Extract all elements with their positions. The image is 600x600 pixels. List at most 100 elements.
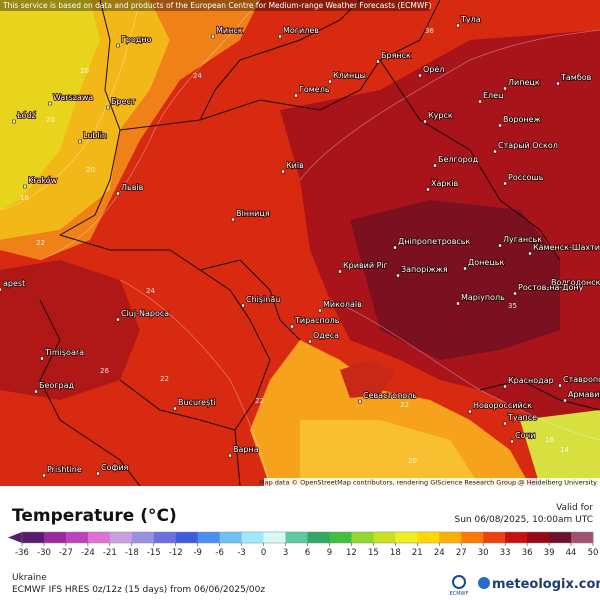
- colorbar-segment: [483, 532, 506, 543]
- colorbar-tick-label: -9: [193, 548, 201, 558]
- colorbar-segment: [65, 532, 89, 543]
- city-label: Елец: [483, 91, 504, 100]
- black-sea-cool: [300, 420, 480, 486]
- city-dot: [393, 245, 397, 250]
- city-label: Дніпропетровськ: [398, 237, 471, 246]
- map: 20 24 20 20 16 22 24 26 22 22 22 20 35 16 14 36 Минск Мо…: [0, 0, 600, 486]
- isotherms: [0, 0, 600, 486]
- city-label: București: [178, 398, 216, 408]
- city-dot: [478, 99, 482, 104]
- colorbar-segment: [43, 532, 67, 543]
- city-label: Београд: [39, 381, 74, 390]
- city-dot: [308, 339, 312, 344]
- colorbar-tick-label: 6: [305, 548, 310, 558]
- model-info: ECMWF IFS HRES 0z/12z (15 days) from 06/…: [12, 585, 265, 595]
- city-dot: [228, 453, 232, 458]
- colorbar-tick-label: 30: [478, 548, 489, 558]
- city-dot: [418, 73, 422, 78]
- city-dot: [513, 291, 517, 296]
- borders: [39, 0, 600, 486]
- city-dot: [241, 303, 245, 308]
- city-label: Харків: [431, 179, 459, 188]
- city-label: Кривий Ріг: [343, 261, 388, 270]
- city-dot: [338, 269, 342, 274]
- colorbar-tick-label: 39: [544, 548, 555, 558]
- map-value: 22: [255, 397, 264, 405]
- map-value: 16: [20, 194, 29, 202]
- city-label: Львів: [121, 183, 144, 192]
- map-value: 20: [46, 116, 55, 124]
- map-values: 20 24 20 20 16 22 24 26 22 22 22 20 35 16 14 36: [20, 27, 569, 465]
- city-dot: [106, 105, 110, 110]
- colorbar-tick-label: -24: [81, 548, 95, 558]
- city-dot: [40, 356, 44, 361]
- valid-time: Sun 06/08/2025, 10:00am UTC: [455, 515, 594, 525]
- colorbar-tick-label: 0: [261, 548, 266, 558]
- colorbar-segment: [22, 532, 45, 543]
- map-value: 24: [193, 72, 202, 80]
- city-label: Новороссийск: [473, 401, 532, 410]
- city-label: Каменск-Шахтинский: [533, 243, 600, 252]
- city-dot: [116, 317, 120, 322]
- city-dot: [78, 139, 82, 144]
- city-label: Туапсе: [507, 413, 537, 422]
- city-label: Kraków: [28, 175, 58, 185]
- orange-zone: [0, 0, 260, 260]
- colorbar-segment: [351, 532, 374, 543]
- colorbar-tick-label: 50: [588, 548, 599, 558]
- colorbar-segment: [131, 532, 155, 543]
- colorbar-segment: [373, 532, 396, 543]
- ecmwf-text: ECMWF: [450, 591, 469, 597]
- city-label: Prishtine: [47, 465, 82, 474]
- city-dot: [456, 23, 460, 28]
- city-dot: [318, 308, 322, 313]
- map-value: 16: [545, 436, 554, 444]
- city-dot: [468, 409, 472, 414]
- city-dot: [294, 93, 298, 98]
- region: Ukraine: [12, 573, 47, 583]
- colorbar-tick-label: -30: [37, 548, 51, 558]
- map-value: 26: [100, 367, 109, 375]
- colorbar-segment: [329, 532, 352, 543]
- city-label: Клинцы: [333, 71, 366, 80]
- colorbar-segment: [549, 532, 572, 543]
- city-dot: [456, 301, 460, 306]
- city-label: Донецьк: [468, 258, 504, 267]
- city-dot: [278, 34, 282, 39]
- very-hot-zone: [350, 200, 560, 360]
- city-dot: [116, 191, 120, 196]
- city-label: Вінниця: [236, 209, 270, 218]
- city-dot: [493, 149, 497, 154]
- colorbar-segment: [241, 532, 265, 543]
- city-dot: [503, 181, 507, 186]
- city-dot: [558, 383, 562, 388]
- city-label: Тула: [460, 15, 481, 24]
- city-dot: [358, 399, 362, 404]
- city-dot: [463, 266, 467, 271]
- colorbar-tick-label: -6: [215, 548, 223, 558]
- colorbar-tick-label: -21: [103, 548, 117, 558]
- city-label: Cluj-Napoca: [121, 309, 169, 318]
- city-dot: [503, 86, 507, 91]
- city-dot: [433, 163, 437, 168]
- city-dot: [556, 81, 560, 86]
- colorbar-segment: [395, 532, 418, 543]
- valid-label: Valid for: [556, 503, 593, 513]
- city-dot: [376, 59, 380, 64]
- colorbar-tick-label: -18: [125, 548, 139, 558]
- map-value: 20: [408, 457, 417, 465]
- city-label: Тамбов: [560, 73, 592, 82]
- colorbar-segment: [527, 532, 550, 543]
- city-label: Брянск: [381, 51, 411, 60]
- city-dot: [503, 384, 507, 389]
- city-dot: [48, 101, 52, 106]
- city-label: Гомель: [299, 85, 330, 94]
- city-dot: [510, 439, 514, 444]
- map-value: 36: [425, 27, 434, 35]
- colorbar-segment: [417, 532, 440, 543]
- colorbar-segment: [153, 532, 177, 543]
- colorbar-segment: [219, 532, 243, 543]
- attribution-top: This service is based on data and produc…: [2, 1, 432, 10]
- cities: Минск Могилев Гродно Тула Брянск Орёл Липецк Та…: [0, 14, 600, 478]
